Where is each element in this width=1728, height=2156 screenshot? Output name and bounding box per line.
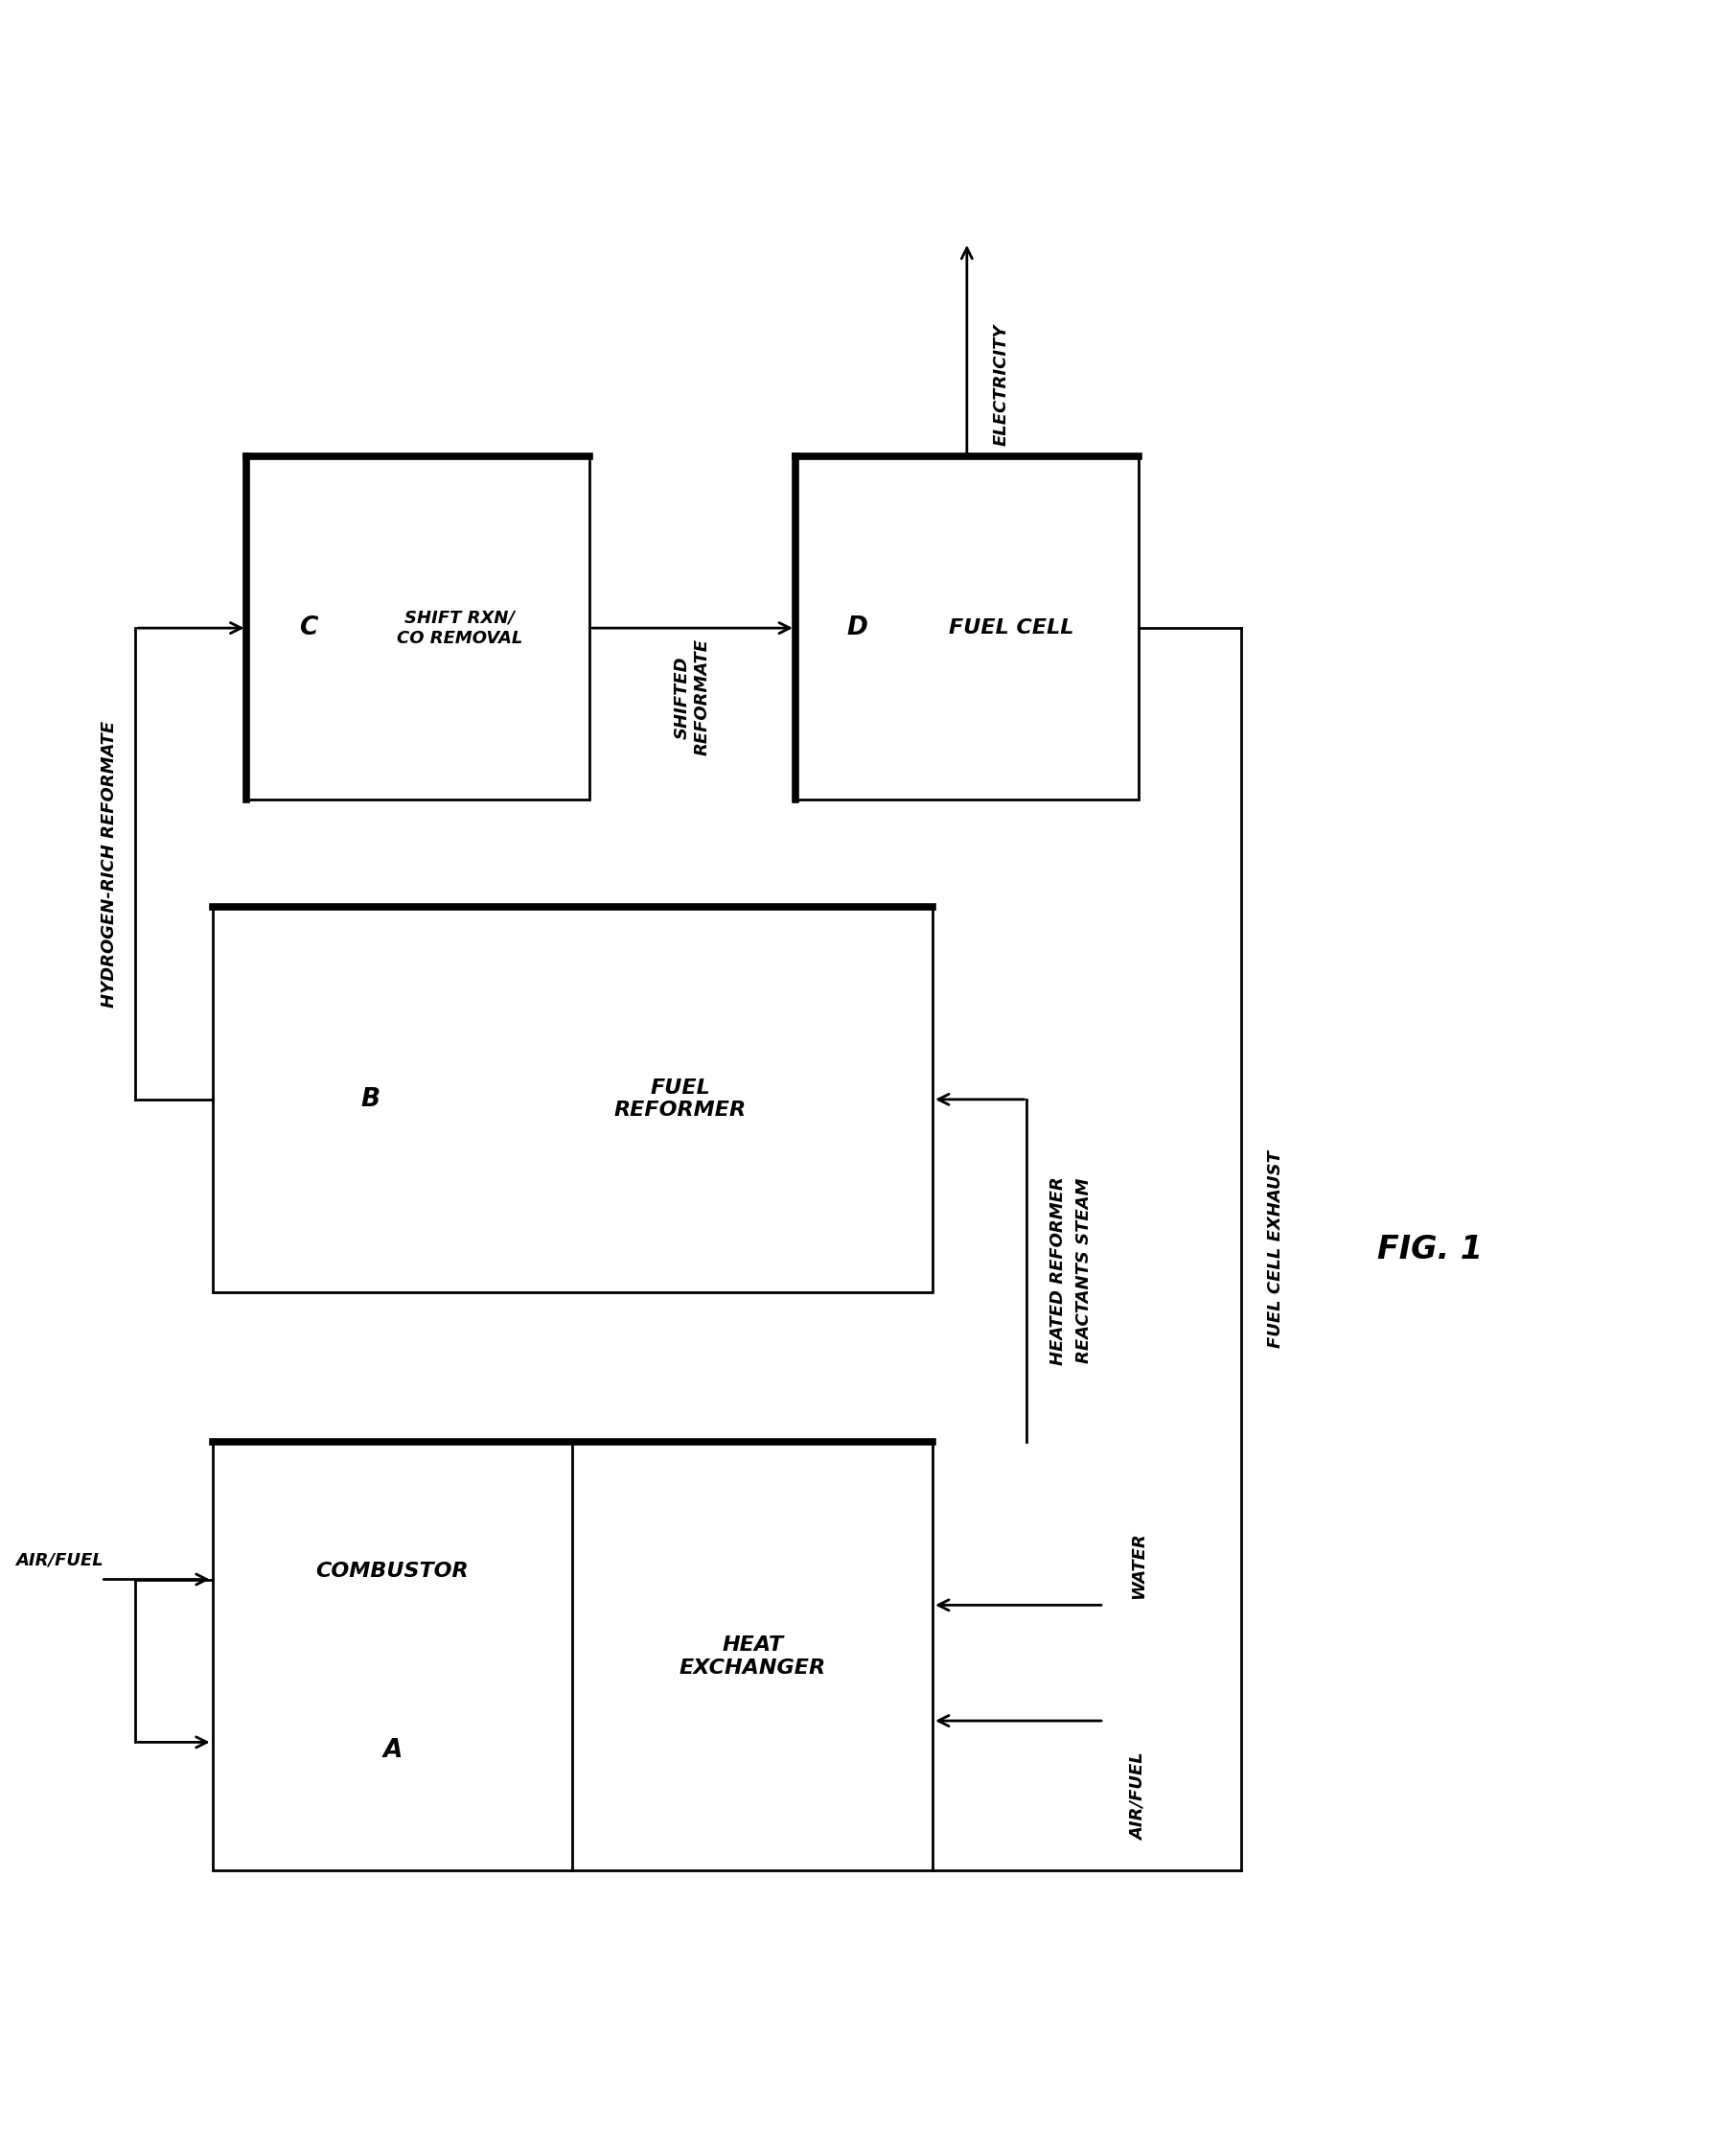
Text: FUEL
REFORMER: FUEL REFORMER xyxy=(615,1078,746,1121)
Text: COMBUSTOR: COMBUSTOR xyxy=(316,1561,468,1580)
Text: SHIFTED
REFORMATE: SHIFTED REFORMATE xyxy=(674,638,712,757)
Bar xyxy=(213,906,933,1291)
Bar xyxy=(247,457,589,800)
Bar xyxy=(795,457,1139,800)
Text: HEATED REFORMER: HEATED REFORMER xyxy=(1049,1177,1066,1365)
Text: HYDROGEN-RICH REFORMATE: HYDROGEN-RICH REFORMATE xyxy=(100,720,118,1007)
Text: HEAT
EXCHANGER: HEAT EXCHANGER xyxy=(679,1636,826,1677)
Text: B: B xyxy=(361,1087,380,1112)
Text: FIG. 1: FIG. 1 xyxy=(1377,1233,1483,1266)
Text: AIR/FUEL: AIR/FUEL xyxy=(16,1552,104,1570)
Text: ELECTRICITY: ELECTRICITY xyxy=(992,323,1009,446)
Text: WATER: WATER xyxy=(1130,1531,1147,1598)
Text: FUEL CELL: FUEL CELL xyxy=(949,619,1073,638)
Text: A: A xyxy=(382,1738,403,1764)
Text: FUEL CELL EXHAUST: FUEL CELL EXHAUST xyxy=(1267,1151,1284,1348)
Text: REACTANTS STEAM: REACTANTS STEAM xyxy=(1075,1177,1092,1363)
Bar xyxy=(213,1442,933,1871)
Text: AIR/FUEL: AIR/FUEL xyxy=(1130,1753,1147,1841)
Text: C: C xyxy=(299,617,318,640)
Text: D: D xyxy=(847,617,867,640)
Text: SHIFT RXN/
CO REMOVAL: SHIFT RXN/ CO REMOVAL xyxy=(396,610,522,647)
